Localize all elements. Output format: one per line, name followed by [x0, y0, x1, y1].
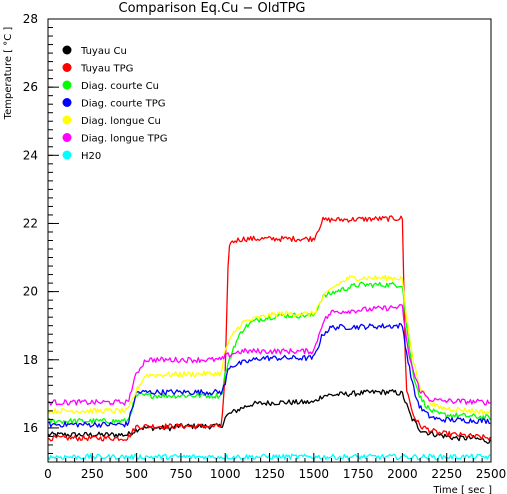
- x-tick-label: 1250: [254, 467, 285, 481]
- legend-marker: [62, 133, 72, 142]
- x-tick-label: 2250: [431, 467, 462, 481]
- y-tick-label: 24: [23, 148, 38, 162]
- x-tick-label: 1000: [210, 467, 241, 481]
- series-line-0: [47, 389, 491, 444]
- series-line-4: [47, 274, 491, 415]
- legend-label: Tuyau TPG: [80, 64, 133, 75]
- y-tick-label: 18: [23, 353, 38, 367]
- series-line-5: [47, 304, 491, 406]
- x-tick-label: 500: [125, 467, 148, 481]
- y-tick-label: 28: [23, 12, 38, 26]
- legend-marker: [62, 98, 72, 107]
- legend-marker: [62, 45, 72, 55]
- legend-label: Diag. courte TPG: [81, 99, 166, 110]
- series-layer: [47, 215, 491, 461]
- x-tick-label: 750: [169, 467, 192, 481]
- legend-label: H20: [81, 151, 101, 162]
- x-tick-label: 2000: [387, 467, 418, 481]
- chart-title: Comparison Eq.Cu − OldTPG: [119, 1, 306, 16]
- legend-marker: [62, 115, 72, 125]
- legend-marker: [62, 150, 72, 160]
- y-tick-label: 22: [23, 216, 38, 230]
- legend-marker: [62, 80, 72, 90]
- series-line-3: [47, 322, 491, 428]
- legend-label: Diag. longue Cu: [81, 116, 161, 127]
- x-tick-label: 2500: [476, 467, 507, 481]
- series-line-1: [47, 215, 491, 442]
- y-tick-label: 20: [23, 285, 38, 299]
- y-tick-label: 26: [23, 80, 38, 94]
- legend-label: Diag. courte Cu: [81, 81, 159, 92]
- x-tick-label: 1500: [299, 467, 330, 481]
- x-tick-label: 1750: [343, 467, 374, 481]
- legend-marker: [62, 63, 72, 72]
- x-tick-label: 0: [44, 467, 52, 481]
- ticks-layer: 0 250 500 750 1000 1250 1500 1750 2000 2250 2500 16…: [23, 12, 507, 481]
- legend-label: Tuyau Cu: [80, 46, 127, 57]
- x-axis-label: Time [ sec ]: [432, 485, 492, 494]
- legend-label: Diag. longue TPG: [81, 134, 167, 145]
- y-tick-label: 16: [23, 421, 38, 435]
- series-line-2: [47, 281, 491, 425]
- legend: Tuyau Cu Tuyau TPG Diag. courte Cu Diag. co…: [62, 45, 167, 162]
- x-tick-label: 250: [81, 467, 104, 481]
- y-axis-label: Temperature [ °C ]: [3, 27, 14, 121]
